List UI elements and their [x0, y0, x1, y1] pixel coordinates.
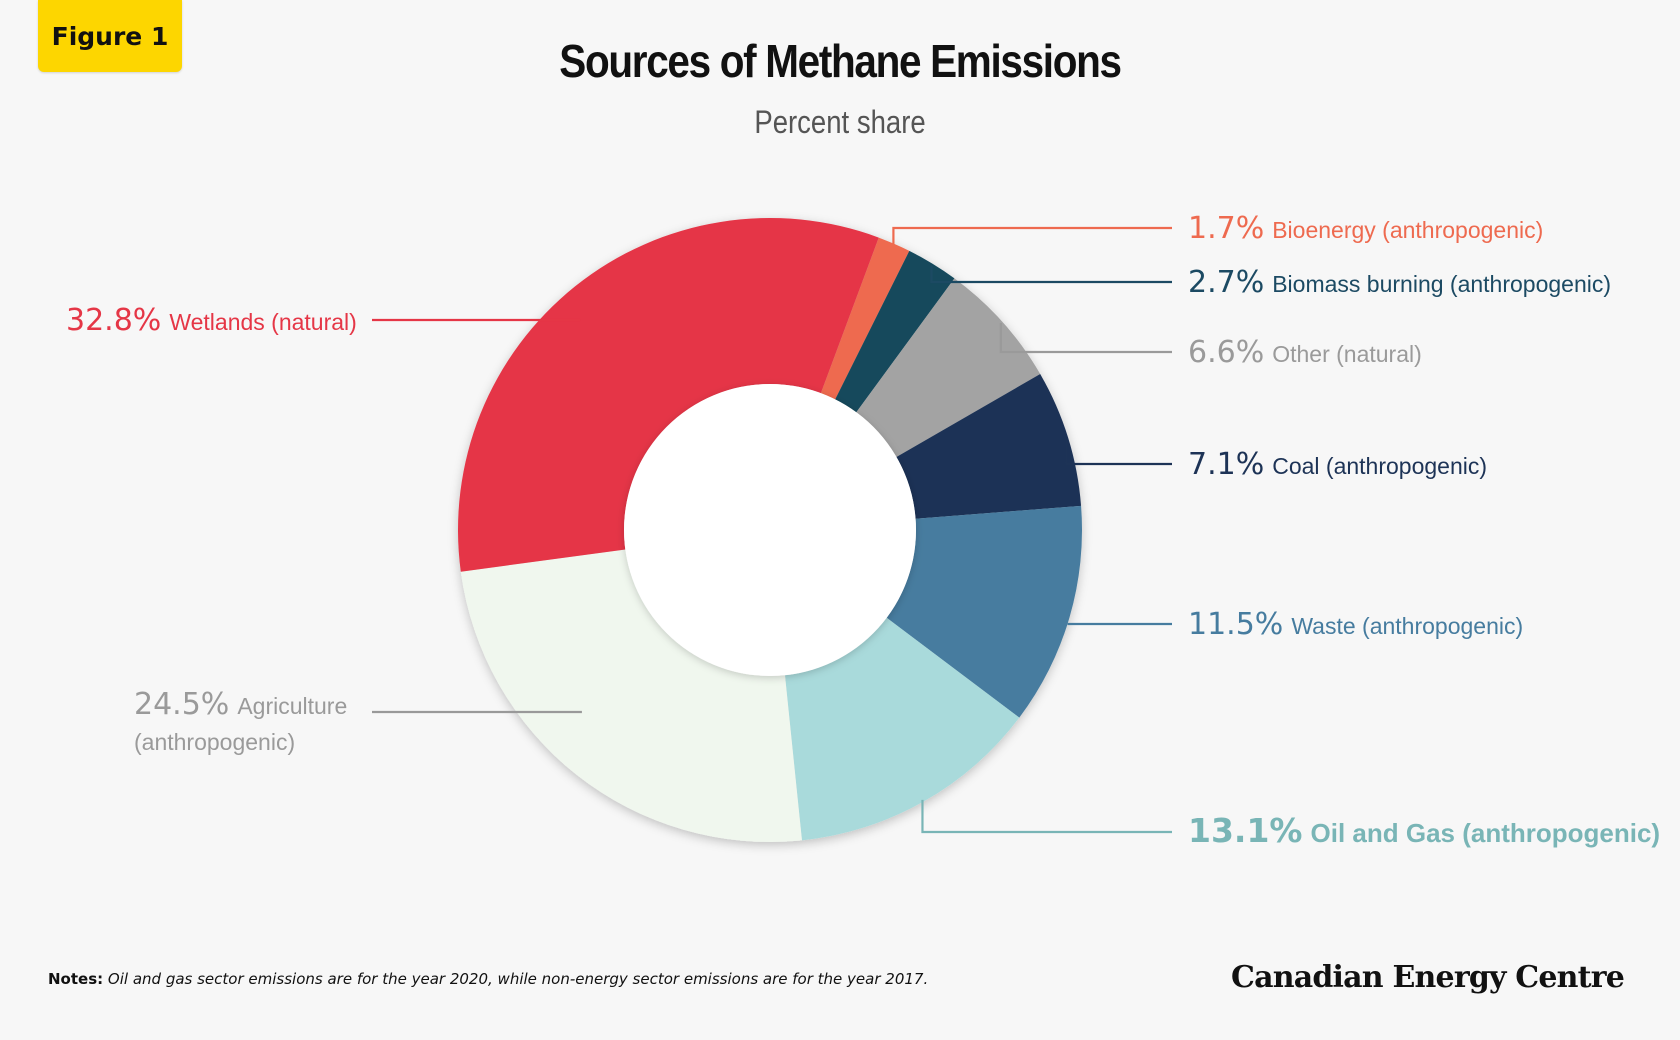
label-name: Coal (anthropogenic) [1272, 453, 1487, 479]
notes-label: Notes: [48, 970, 104, 988]
label-waste-anthropogenic: 11.5% Waste (anthropogenic) [1188, 607, 1523, 642]
label-value: 1.7% [1188, 211, 1264, 246]
label-coal-anthropogenic: 7.1% Coal (anthropogenic) [1188, 447, 1487, 482]
chart-subtitle: Percent share [754, 104, 926, 140]
label-value: 32.8% [66, 303, 161, 338]
leader-lines [372, 226, 1172, 834]
label-oil-and-gas-anthropogenic: 13.1% Oil and Gas (anthropogenic) [1188, 811, 1660, 850]
label-name: Oil and Gas (anthropogenic) [1311, 818, 1661, 848]
notes-text: Oil and gas sector emissions are for the… [107, 970, 929, 988]
leader-bioenergy-anthropogenic [892, 226, 1172, 246]
label-value: 13.1% [1188, 811, 1303, 850]
label-value: 2.7% [1188, 265, 1264, 300]
slice-other-natural [856, 278, 1041, 457]
label-name: Other (natural) [1272, 341, 1422, 367]
label-name: Wetlands (natural) [169, 309, 357, 335]
label-other-natural: 6.6% Other (natural) [1188, 335, 1422, 370]
slice-bioenergy-anthropogenic [820, 237, 910, 400]
label-value: 7.1% [1188, 447, 1264, 482]
slice-wetlands-natural [458, 218, 879, 572]
label-wetlands-natural: 32.8% Wetlands (natural) [66, 303, 357, 338]
label-value: 24.5% [134, 687, 229, 722]
leader-biomass-burning-anthropogenic [930, 265, 1172, 284]
donut-hole [624, 384, 916, 676]
slice-oil-and-gas-anthropogenic [784, 617, 1020, 841]
leader-oil-and-gas-anthropogenic [921, 799, 1172, 834]
label-name: Biomass burning (anthropogenic) [1272, 271, 1611, 297]
chart-title: Sources of Methane Emissions [559, 35, 1122, 87]
donut-slices [458, 218, 1082, 842]
chart-notes: Notes: Oil and gas sector emissions are … [48, 970, 928, 988]
slice-biomass-burning-anthropogenic [835, 250, 955, 413]
brand-logo: Canadian Energy Centre [1231, 960, 1625, 995]
label-name-line2: (anthropogenic) [134, 729, 295, 755]
label-bioenergy-anthropogenic: 1.7% Bioenergy (anthropogenic) [1188, 211, 1543, 246]
leader-other-natural [999, 323, 1172, 354]
slice-waste-anthropogenic [886, 505, 1082, 718]
label-name: Bioenergy (anthropogenic) [1272, 217, 1543, 243]
label-value: 6.6% [1188, 335, 1264, 370]
figure-badge: Figure 1 [38, 0, 182, 72]
label-biomass-burning-anthropogenic: 2.7% Biomass burning (anthropogenic) [1188, 265, 1611, 300]
slice-agriculture-anthropogenic [460, 549, 802, 842]
slice-coal-anthropogenic [896, 374, 1082, 519]
label-name: Agriculture [237, 693, 347, 719]
slice-labels: 1.7% Bioenergy (anthropogenic) 2.7% Biomass… [66, 211, 1660, 850]
label-agriculture-anthropogenic: 24.5% Agriculture (anthropogenic) [134, 687, 347, 755]
leader-coal-anthropogenic [1065, 438, 1172, 466]
label-name: Waste (anthropogenic) [1291, 613, 1523, 639]
label-value: 11.5% [1188, 607, 1283, 642]
